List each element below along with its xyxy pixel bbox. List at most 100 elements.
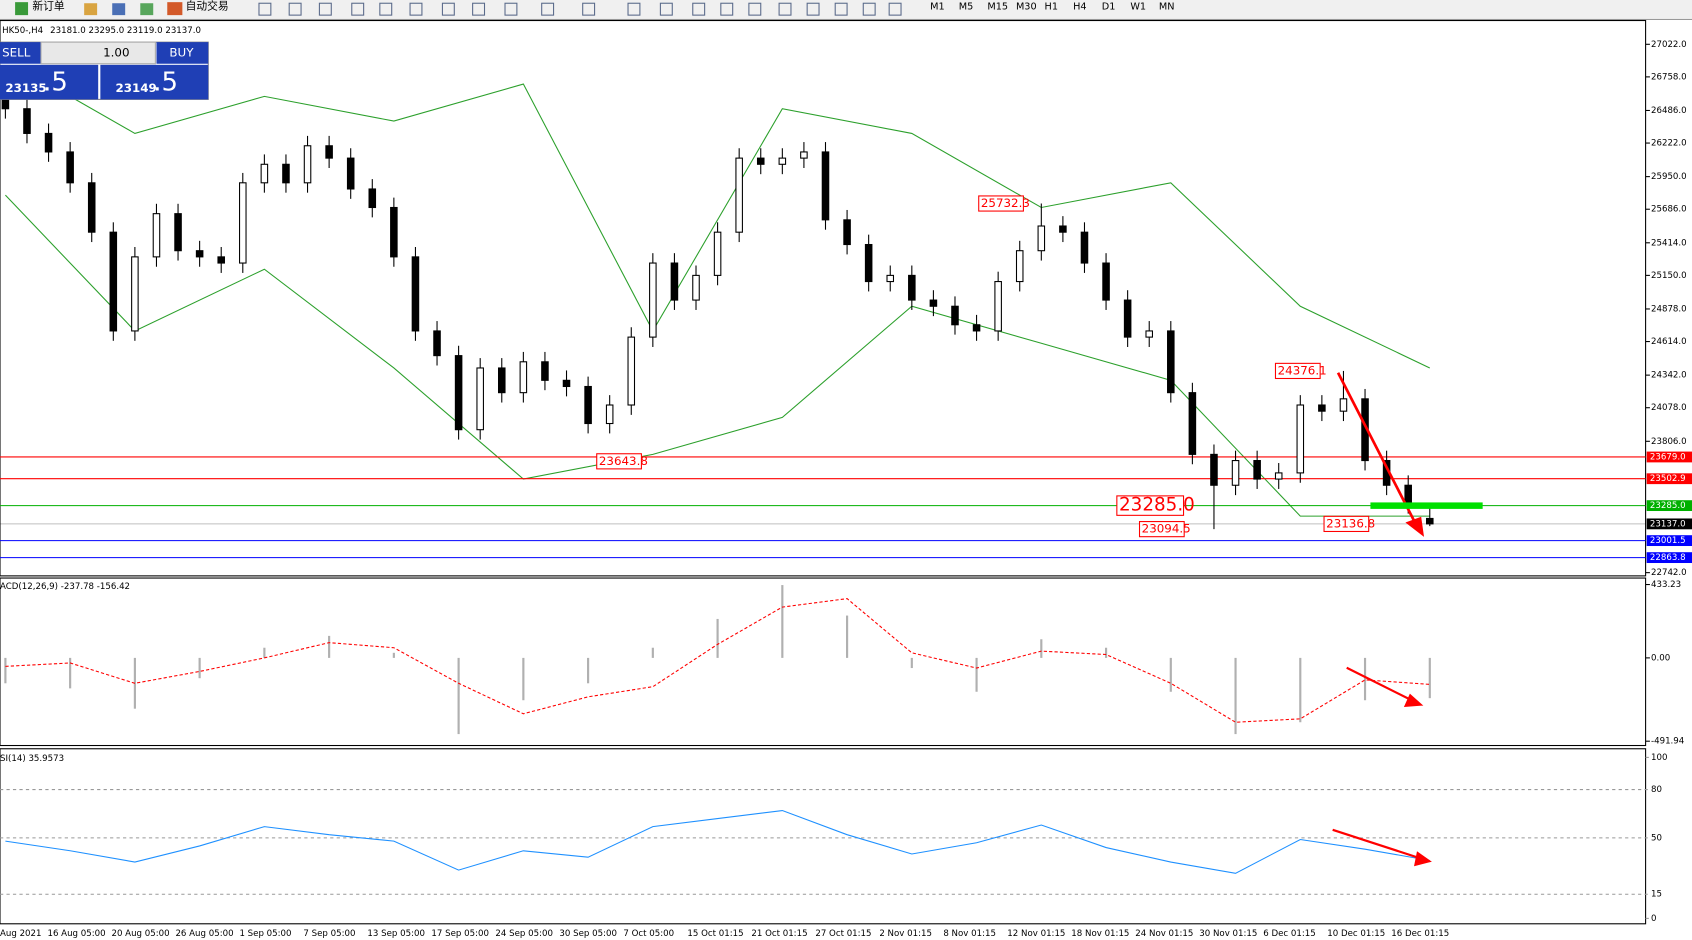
auto-trading[interactable]: 自动交易	[186, 0, 229, 12]
tool-icon[interactable]	[379, 2, 393, 16]
timeframe[interactable]: M30	[1016, 1, 1037, 12]
y-tick-label: 25414.0	[1651, 238, 1687, 248]
close: 23137.0	[165, 26, 201, 36]
tool-icon[interactable]	[659, 2, 673, 16]
tool-icon[interactable]	[888, 2, 902, 16]
ask-frac[interactable]: .5	[153, 68, 178, 98]
tool-icon[interactable]	[351, 2, 365, 16]
y-tick-label: 27022.0	[1651, 40, 1687, 50]
buy-button[interactable]	[156, 42, 209, 64]
level-tag	[1646, 451, 1692, 463]
rsi-line	[5, 809, 1430, 874]
candle-body	[87, 182, 96, 233]
tool-icon[interactable]	[409, 2, 423, 16]
arrow-head	[1405, 516, 1425, 537]
candle-body	[713, 231, 722, 276]
candle-body	[800, 151, 808, 159]
annotation-box	[1116, 495, 1185, 516]
candle-body	[908, 274, 916, 301]
x-tick-label: 16 Dec 01:15	[1391, 929, 1449, 939]
candle-body	[131, 256, 139, 332]
x-tick-label: 7 Sep 05:00	[303, 929, 355, 939]
icon[interactable]	[84, 3, 98, 16]
sell-label[interactable]: SELL	[2, 45, 31, 59]
new-order-icon[interactable]	[15, 2, 29, 16]
x-tick-label: 2 Nov 01:15	[879, 929, 932, 939]
candle-body	[260, 163, 269, 184]
icon[interactable]	[112, 3, 126, 16]
tool-icon[interactable]	[472, 2, 486, 16]
timeframe[interactable]: W1	[1130, 1, 1146, 12]
y-tick-label: 50	[1651, 833, 1662, 843]
candle-body	[735, 157, 743, 233]
macd-bar	[910, 657, 913, 669]
candle-body	[303, 145, 312, 184]
tool-icon[interactable]	[541, 2, 555, 16]
tool-icon[interactable]	[806, 2, 820, 16]
level-label: 23679.0	[1650, 452, 1686, 462]
tool-icon[interactable]	[288, 2, 302, 16]
buy-label[interactable]: BUY	[169, 45, 194, 59]
new-order[interactable]: 新订单	[32, 0, 65, 12]
macd-bar	[587, 657, 590, 684]
timeframe[interactable]: H1	[1045, 1, 1058, 12]
bid-box[interactable]	[0, 64, 99, 100]
ask-main[interactable]: 23149	[115, 81, 156, 95]
candle-body	[886, 274, 895, 283]
icon[interactable]	[140, 3, 154, 16]
arrows	[1332, 372, 1432, 867]
tool-icon[interactable]	[441, 2, 455, 16]
candle-body	[1339, 398, 1348, 412]
timeframe[interactable]: D1	[1102, 1, 1116, 12]
toolbar-icons	[258, 2, 902, 16]
x-tick-label: 1 Sep 05:00	[239, 929, 291, 939]
tool-icon[interactable]	[862, 2, 876, 16]
volume-box[interactable]	[40, 41, 156, 65]
ask-box[interactable]	[100, 64, 209, 100]
bid-main[interactable]: 23135	[5, 81, 46, 95]
tool-icon[interactable]	[582, 2, 596, 16]
annotation: 23643.8	[599, 454, 648, 468]
candle-body	[411, 256, 420, 332]
x-tick-label: 30 Sep 05:00	[559, 929, 617, 939]
macd-bar	[1428, 657, 1431, 699]
annotation: 23285.0	[1119, 495, 1195, 516]
candle-body	[972, 324, 981, 332]
tool-icon[interactable]	[692, 2, 706, 16]
toolbar-items: 新订单 自动交易 M1 M5 M15 M30 H1 H4 D1 W1 MN	[15, 0, 1175, 16]
timeframe[interactable]: M15	[987, 1, 1008, 12]
y-tick-label: 23806.0	[1651, 437, 1687, 447]
tool-icon[interactable]	[748, 2, 762, 16]
macd-bar	[198, 657, 201, 679]
candle-body	[109, 231, 118, 332]
timeframe[interactable]: MN	[1159, 1, 1175, 12]
tool-icon[interactable]	[778, 2, 792, 16]
sell-button[interactable]	[0, 42, 42, 64]
x-tick-label: 30 Nov 01:15	[1199, 929, 1257, 939]
candle-body	[670, 262, 679, 301]
tool-icon[interactable]	[627, 2, 641, 16]
tool-icon[interactable]	[318, 2, 332, 16]
y-tick-label: -491.94	[1651, 737, 1684, 747]
candle-body	[864, 243, 873, 283]
trend-arrow	[1346, 666, 1412, 702]
candle-body	[562, 379, 571, 388]
tool-icon[interactable]	[834, 2, 848, 16]
candle-body	[778, 157, 787, 165]
bid-frac[interactable]: .5	[43, 68, 68, 98]
volume[interactable]: 1.00	[103, 45, 129, 59]
candle-body	[649, 262, 657, 338]
candle-body	[1210, 453, 1218, 486]
timeframe[interactable]: M5	[959, 1, 974, 12]
y-tick-label: 100	[1651, 753, 1667, 763]
tool-icon[interactable]	[258, 2, 272, 16]
timeframe[interactable]: M1	[930, 1, 945, 12]
timeframe[interactable]: H4	[1073, 1, 1086, 12]
candle-body	[1123, 299, 1132, 338]
macd-bar	[1040, 639, 1043, 658]
tool-icon[interactable]	[720, 2, 734, 16]
tool-icon[interactable]	[504, 2, 518, 16]
macd-bar	[651, 647, 654, 658]
auto-trading-icon[interactable]	[167, 2, 183, 16]
